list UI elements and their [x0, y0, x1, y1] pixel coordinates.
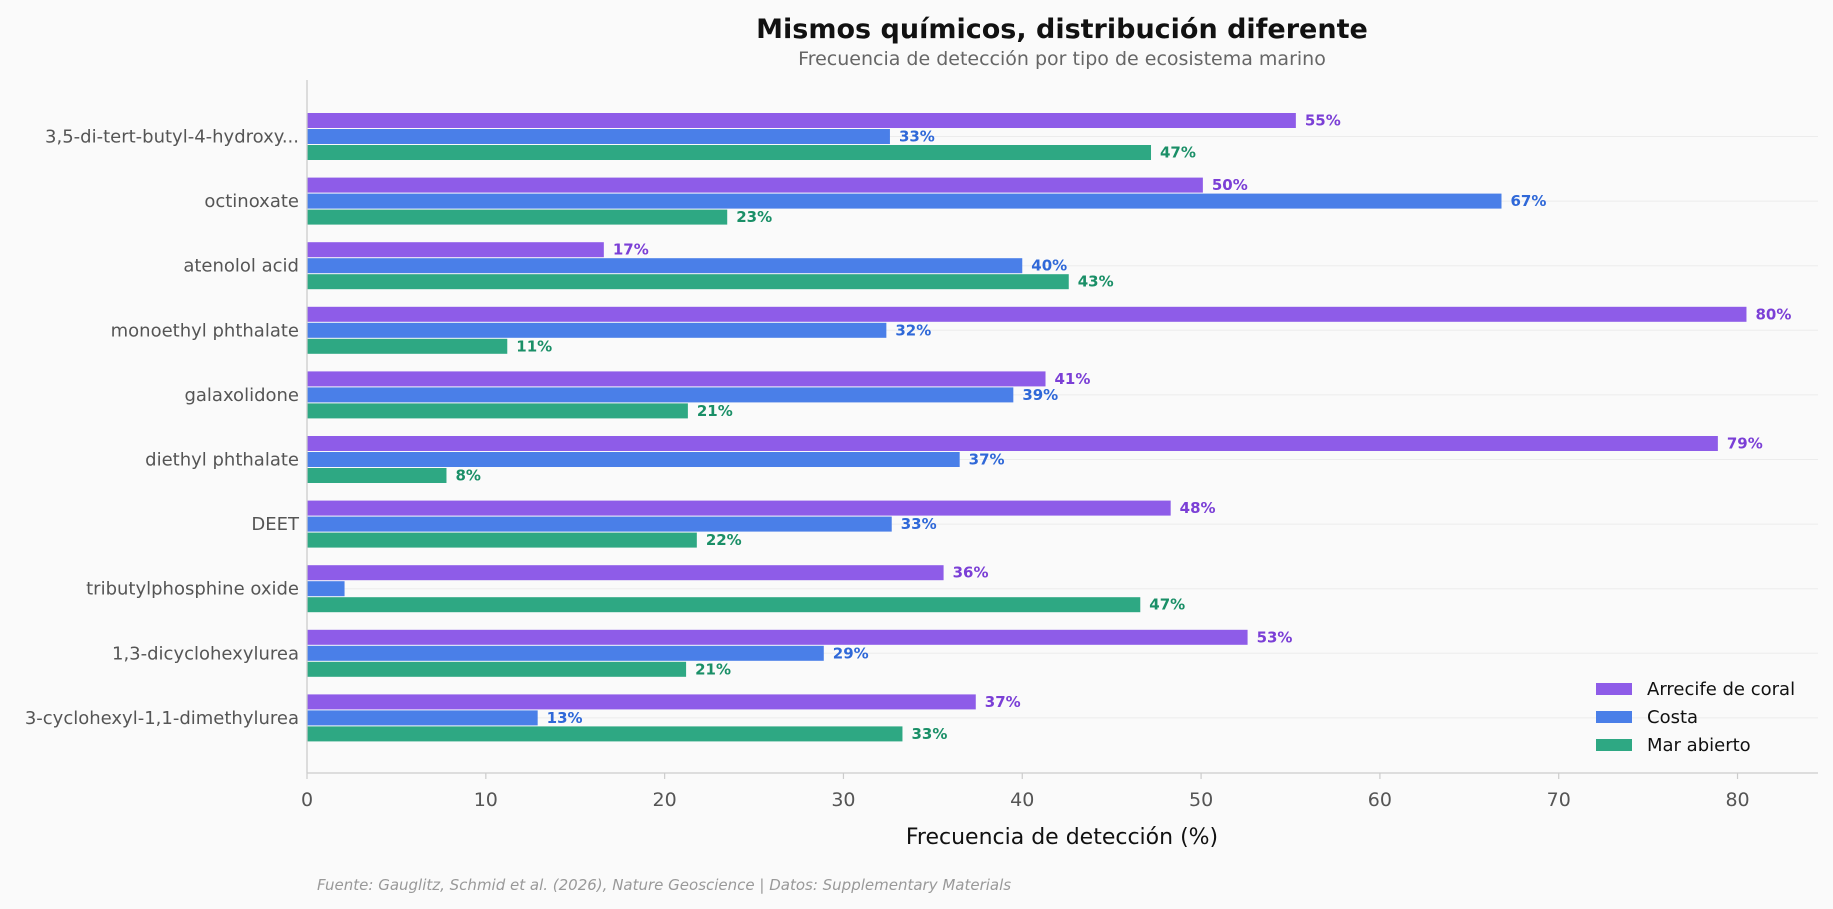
bar [307, 597, 1141, 613]
data-label: 33% [901, 515, 937, 533]
bar [307, 145, 1152, 160]
y-tick-label: monoethyl phthalate [111, 320, 299, 341]
x-tick-label: 40 [1010, 789, 1034, 811]
data-label: 41% [1055, 370, 1091, 388]
y-tick-label: 3-cyclohexyl-1,1-dimethylurea [25, 708, 299, 729]
bar [307, 581, 345, 597]
data-label: 22% [706, 531, 742, 549]
data-label: 32% [895, 321, 931, 339]
x-tick-label: 0 [301, 789, 313, 811]
data-label: 11% [516, 337, 552, 355]
data-label: 37% [985, 693, 1021, 711]
bar [307, 242, 604, 258]
data-label: 21% [697, 402, 733, 420]
bar [307, 661, 687, 677]
data-label: 43% [1078, 273, 1114, 291]
y-tick-label: tributylphosphine oxide [86, 579, 299, 600]
y-tick-label: octinoxate [204, 191, 299, 212]
legend-swatch [1596, 683, 1632, 695]
axis-layer: 3,5-di-tert-butyl-4-hydroxy... octinoxate… [25, 80, 1818, 811]
data-label: 47% [1149, 596, 1185, 614]
data-label: 40% [1031, 257, 1067, 275]
bar [307, 113, 1296, 128]
x-tick-label: 50 [1189, 789, 1213, 811]
bar [307, 694, 976, 710]
bar [307, 532, 697, 548]
data-label: 53% [1257, 628, 1293, 646]
bar [307, 177, 1203, 193]
data-label: 8% [455, 467, 480, 485]
x-axis-label: Frecuencia de detección (%) [906, 825, 1218, 850]
data-label: 47% [1160, 144, 1196, 162]
y-tick-label: galaxolidone [184, 385, 299, 406]
data-label: 37% [969, 451, 1005, 469]
bar [307, 387, 1014, 403]
bar [307, 645, 824, 661]
bar [307, 436, 1718, 451]
value-labels-layer: 55% 50% 17% 80% 41% 79% 48% 36% 53% 37% 33% 67% 40% 3… [455, 112, 1791, 743]
bar [307, 565, 944, 581]
data-label: 80% [1755, 305, 1791, 323]
legend-swatch [1596, 711, 1632, 723]
bars-layer [307, 113, 1747, 742]
legend-label: Costa [1647, 707, 1698, 728]
x-tick-label: 60 [1368, 789, 1392, 811]
y-tick-label: 1,3-dicyclohexylurea [112, 643, 299, 664]
chart-subtitle: Frecuencia de detección por tipo de ecos… [798, 48, 1326, 70]
source-note: Fuente: Gauglitz, Schmid et al. (2026), … [317, 876, 1011, 894]
chart-title: Mismos químicos, distribución diferente [756, 14, 1368, 45]
data-label: 17% [613, 241, 649, 259]
data-label: 39% [1022, 386, 1058, 404]
y-tick-label: diethyl phthalate [145, 450, 299, 471]
bar [307, 274, 1069, 290]
data-label: 36% [953, 564, 989, 582]
bar [307, 403, 688, 419]
data-label: 21% [695, 660, 731, 678]
legend-label: Arrecife de coral [1647, 679, 1795, 700]
x-tick-label: 80 [1725, 789, 1749, 811]
bar [307, 710, 538, 726]
bar [307, 516, 892, 532]
data-label: 33% [911, 725, 947, 743]
data-label: 33% [899, 128, 935, 146]
legend: Arrecife de coral Costa Mar abierto [1596, 679, 1795, 756]
bar [307, 322, 887, 338]
data-label: 48% [1180, 499, 1216, 517]
bar [307, 468, 447, 483]
data-label: 23% [736, 208, 772, 226]
bar [307, 258, 1023, 274]
x-tick-label: 30 [831, 789, 855, 811]
x-tick-label: 20 [653, 789, 677, 811]
bar [307, 193, 1502, 209]
data-label: 50% [1212, 176, 1248, 194]
data-label: 29% [833, 644, 869, 662]
data-label: 13% [547, 709, 583, 727]
y-tick-label: 3,5-di-tert-butyl-4-hydroxy... [45, 127, 299, 148]
bar [307, 371, 1046, 387]
bar [307, 209, 728, 225]
x-tick-label: 10 [474, 789, 498, 811]
bar [307, 306, 1747, 322]
bar [307, 452, 960, 467]
x-tick-label: 70 [1547, 789, 1571, 811]
y-tick-label: DEET [251, 514, 300, 535]
data-label: 79% [1727, 435, 1763, 453]
bar [307, 726, 903, 742]
bar [307, 338, 508, 354]
bar [307, 629, 1248, 645]
bar [307, 129, 890, 144]
data-label: 67% [1510, 192, 1546, 210]
bar [307, 500, 1171, 516]
y-tick-label: atenolol acid [183, 256, 299, 277]
data-label: 55% [1305, 112, 1341, 130]
legend-swatch [1596, 739, 1632, 751]
legend-label: Mar abierto [1647, 735, 1751, 756]
